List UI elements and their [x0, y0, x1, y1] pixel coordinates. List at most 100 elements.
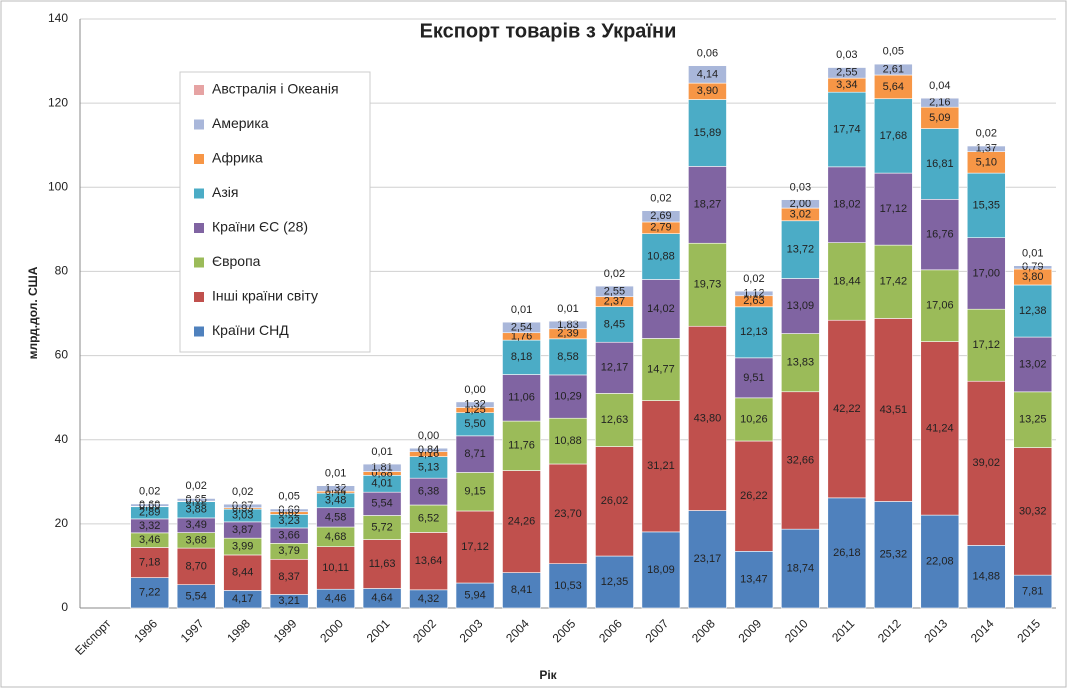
value-label: 2,16	[929, 97, 950, 109]
value-label: 26,18	[833, 547, 861, 559]
value-label: 1,83	[557, 319, 578, 331]
value-label: 4,01	[371, 478, 392, 490]
value-label: 12,35	[601, 576, 629, 588]
value-label: 10,11	[322, 562, 349, 574]
value-label: 0,01	[1022, 248, 1043, 260]
value-label: 5,94	[464, 589, 485, 601]
value-label: 8,44	[232, 567, 253, 579]
value-label: 3,21	[278, 595, 299, 607]
legend-swatch	[194, 188, 204, 199]
value-label: 17,68	[880, 130, 908, 142]
bar-segment	[455, 435, 495, 473]
value-label: 8,37	[278, 571, 299, 583]
legend-label: Країни ЄС (28)	[212, 219, 308, 235]
bar-segment	[827, 242, 867, 321]
value-label: 13,02	[1019, 358, 1047, 370]
value-label: 2,61	[883, 63, 904, 75]
bar-segment	[502, 470, 541, 573]
value-label: 3,66	[278, 530, 299, 542]
value-label: 13,83	[787, 357, 815, 369]
value-label: 1,32	[464, 399, 485, 411]
value-label: 18,02	[833, 199, 861, 211]
value-label: 14,88	[973, 571, 1001, 583]
value-label: 3,34	[836, 79, 857, 91]
bar-segment	[781, 220, 820, 279]
value-label: 26,02	[601, 495, 629, 507]
bar-segment	[873, 244, 913, 319]
value-label: 7,81	[1022, 585, 1043, 597]
bar-segment	[734, 397, 774, 442]
value-label: 17,12	[461, 541, 489, 553]
bar-segment	[781, 333, 820, 393]
bar-segment	[873, 172, 913, 246]
bar-segment	[548, 338, 588, 376]
y-axis-label: млрд.дол. США	[26, 266, 40, 359]
bar-segment	[1013, 574, 1053, 609]
value-label: 3,99	[232, 540, 253, 552]
value-label: 2,69	[650, 210, 671, 222]
value-label: 17,74	[833, 123, 861, 135]
value-label: 43,80	[694, 412, 722, 424]
value-label: 2,55	[836, 67, 857, 79]
value-label: 0,84	[418, 444, 439, 456]
value-label: 4,17	[232, 593, 253, 605]
value-label: 17,00	[973, 267, 1001, 279]
bar-segment	[130, 547, 170, 578]
value-label: 26,22	[740, 490, 768, 502]
value-label: 0,79	[1022, 261, 1043, 273]
value-label: 7,22	[139, 587, 160, 599]
bar-segment	[502, 572, 541, 609]
y-tick-label: 80	[55, 264, 69, 278]
y-tick-label: 100	[48, 179, 68, 193]
bar-segment	[734, 357, 774, 399]
value-label: 12,13	[740, 326, 768, 338]
y-tick-label: 40	[55, 432, 69, 446]
value-label: 18,09	[647, 564, 675, 576]
value-label: 2,54	[511, 321, 532, 333]
bar-segment	[176, 547, 216, 585]
legend-label: Австралія і Океанія	[212, 81, 339, 97]
bar-segment	[502, 374, 541, 422]
value-label: 0,02	[743, 273, 764, 285]
value-label: 0,03	[790, 181, 811, 193]
bar-segment	[966, 308, 1006, 382]
value-label: 8,45	[604, 318, 625, 330]
value-label: 0,02	[185, 480, 206, 492]
value-label: 16,76	[926, 228, 954, 240]
value-label: 5,54	[185, 590, 206, 602]
value-label: 12,63	[601, 414, 629, 426]
value-label: 15,89	[694, 127, 722, 139]
y-tick-label: 20	[55, 516, 69, 530]
value-label: 6,52	[418, 513, 439, 525]
value-label: 0,00	[464, 384, 485, 396]
bar-segment	[455, 472, 495, 512]
legend-label: Країни СНД	[212, 322, 289, 338]
value-label: 10,88	[647, 250, 675, 262]
bar-segment	[548, 463, 588, 564]
legend-swatch	[194, 223, 204, 233]
value-label: 2,55	[604, 285, 625, 297]
value-label: 0,02	[650, 192, 671, 204]
value-label: 14,02	[647, 303, 675, 315]
bar-segment	[966, 545, 1006, 609]
value-label: 5,72	[371, 521, 392, 533]
value-label: 30,32	[1019, 505, 1047, 517]
value-label: 4,32	[418, 593, 439, 605]
value-label: 0,03	[836, 49, 857, 61]
value-label: 2,79	[650, 222, 671, 234]
bar-segment	[223, 554, 263, 591]
value-label: 25,32	[880, 549, 908, 561]
value-label: 0,01	[511, 304, 532, 316]
legend-swatch	[194, 154, 204, 164]
legend-label: Африка	[212, 150, 263, 166]
value-label: 5,13	[418, 461, 439, 473]
bar-segment	[641, 233, 681, 280]
value-label: 2,39	[557, 328, 578, 340]
value-label: 32,66	[787, 454, 815, 466]
value-label: 0,65	[185, 494, 206, 506]
value-label: 1,12	[743, 287, 764, 299]
bar-segment	[130, 577, 170, 609]
value-label: 4,68	[325, 531, 346, 543]
bar-segment	[409, 477, 448, 506]
bar-segment	[502, 339, 541, 375]
